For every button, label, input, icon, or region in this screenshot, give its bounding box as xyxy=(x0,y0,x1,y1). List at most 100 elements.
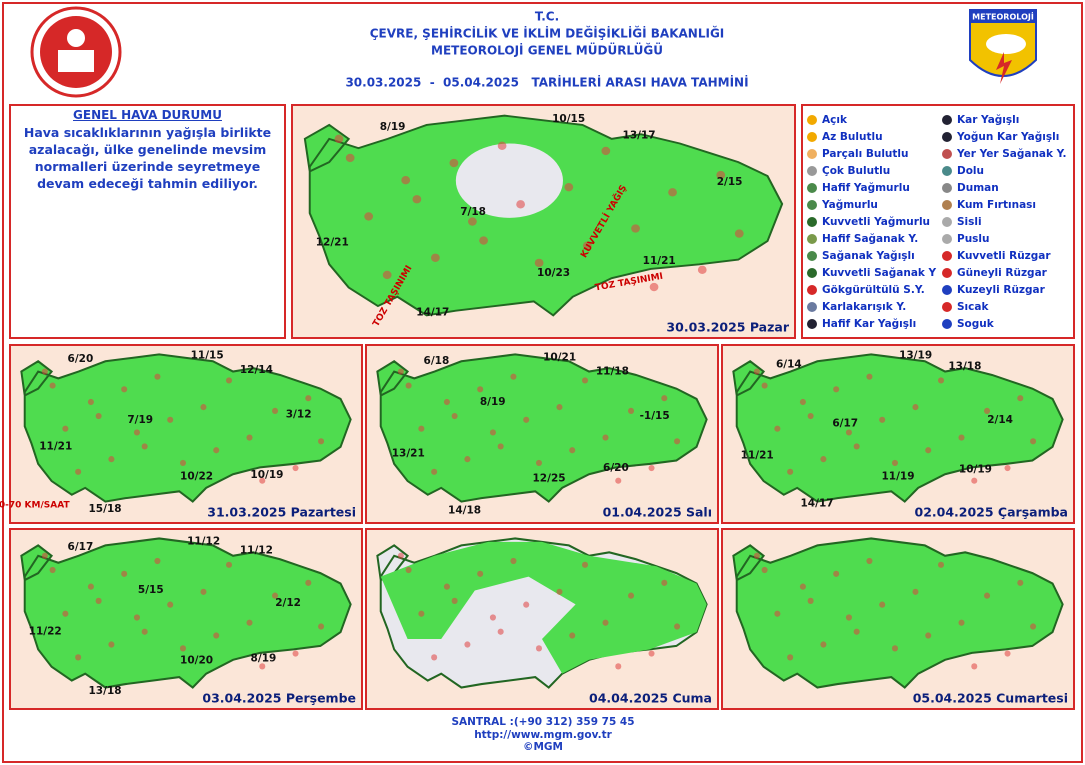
footer-phone: SANTRAL :(+90 312) 359 75 45 xyxy=(451,716,634,728)
turkey-outline xyxy=(20,353,352,503)
legend-icon xyxy=(942,285,952,295)
weather-icon xyxy=(49,382,56,389)
legend-panel xyxy=(801,104,1075,339)
weather-icon xyxy=(866,557,873,565)
weather-icon xyxy=(305,579,312,586)
weather-icon xyxy=(75,468,82,475)
legend-label: Duman xyxy=(957,182,999,194)
weather-icon xyxy=(382,270,392,280)
weather-icon xyxy=(601,146,611,156)
weather-icon xyxy=(431,253,440,262)
legend-icon xyxy=(807,200,817,210)
weather-icon xyxy=(62,610,69,617)
temperature: 14/17 xyxy=(416,306,449,318)
weather-icon xyxy=(87,398,94,406)
weather-icon xyxy=(523,601,530,608)
weather-icon xyxy=(451,412,458,420)
weather-icon xyxy=(334,134,344,144)
ministry: ÇEVRE, ŞEHİRCİLİK VE İKLİM DEĞİŞİKLİĞİ B… xyxy=(370,26,725,41)
weather-icon xyxy=(443,398,450,406)
temperature: 13/19 xyxy=(899,350,932,362)
ministry-logo xyxy=(30,6,122,98)
weather-icon xyxy=(820,456,827,463)
weather-icon xyxy=(925,632,932,639)
weather-icon xyxy=(912,588,919,595)
weather-icon xyxy=(1017,395,1024,402)
map-date: 04.04.2025 Cuma xyxy=(589,691,712,706)
temperature: 6/14 xyxy=(776,359,802,371)
temperature: 5/15 xyxy=(138,584,164,596)
weather-icon xyxy=(154,373,161,380)
weather-icon xyxy=(716,170,726,180)
weather-icon xyxy=(984,407,991,414)
forecast-map: 04.04.2025 Cuma xyxy=(365,528,719,710)
legend-icon xyxy=(942,166,952,176)
weather-icon xyxy=(761,382,768,389)
weather-icon xyxy=(799,398,806,406)
turkey-outline xyxy=(376,353,708,503)
weather-icon xyxy=(412,195,422,204)
weather-icon xyxy=(179,645,187,652)
forecast-map: 6/14 13/19 13/18 6/17 2/14 11/21 10/19 11/19 14/… xyxy=(721,344,1075,524)
weather-icon xyxy=(141,628,148,635)
temperature: 14/18 xyxy=(448,505,481,517)
weather-icon xyxy=(292,464,299,472)
temperature: 14/17 xyxy=(801,497,834,509)
directorate: METEOROLOJİ GENEL MÜDÜRLÜĞÜ xyxy=(431,43,663,58)
weather-icon xyxy=(774,425,781,432)
temperature: 2/14 xyxy=(987,414,1013,426)
turkey-outline xyxy=(376,537,708,689)
legend-label: Güneyli Rüzgar xyxy=(957,267,1048,279)
forecast-title: 30.03.2025 - 05.04.2025 TARİHLERİ ARASI … xyxy=(345,75,748,90)
turkey-outline xyxy=(303,114,784,317)
general-panel xyxy=(9,104,286,339)
legend-label: Sisli xyxy=(957,216,982,228)
footer-copyright: ©MGM xyxy=(523,741,563,753)
legend-label: Az Bulutlu xyxy=(822,131,883,143)
footer-url: http://www.mgm.gov.tr xyxy=(474,729,612,741)
temperature: 6/20 xyxy=(603,462,629,474)
legend-icon xyxy=(807,251,817,261)
weather-icon xyxy=(200,404,207,411)
weather-icon xyxy=(305,395,312,402)
weather-icon xyxy=(259,477,266,484)
weather-icon xyxy=(753,368,760,375)
weather-icon xyxy=(891,645,898,652)
weather-icon xyxy=(272,592,279,599)
weather-icon xyxy=(971,477,978,484)
weather-icon xyxy=(1030,438,1037,445)
weather-icon xyxy=(213,447,220,454)
temperature: 11/21 xyxy=(741,449,774,461)
legend-icon xyxy=(807,115,817,125)
weather-icon xyxy=(516,200,525,209)
weather-icon xyxy=(569,632,576,639)
weather-icon xyxy=(121,386,128,393)
general-title: GENEL HAVA DURUMU xyxy=(73,108,222,122)
weather-icon xyxy=(761,566,768,574)
weather-icon xyxy=(1030,623,1037,630)
weather-icon xyxy=(431,654,438,661)
temperature: 10/22 xyxy=(180,471,213,483)
weather-icon xyxy=(853,443,860,450)
legend-label: Açık xyxy=(822,114,848,126)
temperature: 10/15 xyxy=(552,113,585,125)
legend-label: Soguk xyxy=(957,318,995,330)
legend-label: Kuvvetli Yağmurlu xyxy=(822,216,930,228)
weather-icon xyxy=(401,176,411,185)
weather-icon xyxy=(879,601,886,608)
general-text: Hava sıcaklıklarının yağışla birlikte az… xyxy=(23,125,272,191)
weather-icon xyxy=(799,583,806,590)
temperature: -1/15 xyxy=(640,410,670,422)
legend-label: Puslu xyxy=(957,233,990,245)
institution: T.C. xyxy=(535,10,559,24)
weather-icon xyxy=(845,429,852,436)
temperature: 11/15 xyxy=(191,350,224,362)
weather-icon xyxy=(958,619,965,626)
weather-icon xyxy=(397,368,404,375)
weather-icon xyxy=(179,459,187,466)
weather-icon xyxy=(787,654,794,661)
weather-icon xyxy=(958,434,965,441)
legend-label: Sağanak Yağışlı xyxy=(822,250,915,262)
dry-area xyxy=(455,143,563,218)
weather-icon xyxy=(510,557,517,565)
